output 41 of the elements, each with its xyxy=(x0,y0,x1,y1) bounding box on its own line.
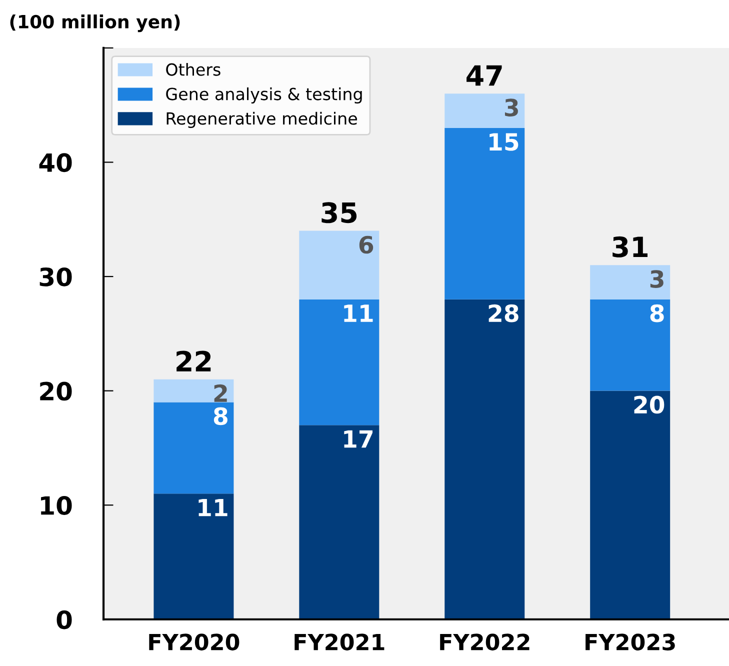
bar xyxy=(590,390,670,620)
data-label: 17 xyxy=(344,430,372,448)
bar xyxy=(299,230,380,300)
data-label: 20 xyxy=(634,396,664,414)
legend-label: Regenerative medicine xyxy=(166,112,357,128)
y-tick-label: 40 xyxy=(39,153,72,172)
x-tick-label: FY2020 xyxy=(149,634,240,650)
bar xyxy=(444,94,525,128)
total-label: 31 xyxy=(612,236,648,258)
y-axis-title: (100 million yen) xyxy=(10,14,180,32)
total-label: 35 xyxy=(322,202,357,224)
bar xyxy=(590,265,670,300)
data-label: 6 xyxy=(359,236,374,254)
x-tick-label: FY2021 xyxy=(294,634,384,650)
legend-label: Gene analysis & testing xyxy=(166,87,362,104)
y-tick-label: 0 xyxy=(56,610,72,630)
data-label: 28 xyxy=(488,304,518,322)
y-tick-label: 30 xyxy=(40,267,72,286)
y-tick-label: 10 xyxy=(40,496,72,515)
legend-label: Others xyxy=(166,62,220,76)
bar xyxy=(444,128,525,300)
total-label: 47 xyxy=(466,65,502,86)
bar xyxy=(590,299,670,391)
data-label: 11 xyxy=(344,304,373,322)
bar xyxy=(154,402,234,494)
bar xyxy=(444,299,525,620)
x-tick-label: FY2023 xyxy=(586,634,675,650)
data-label: 8 xyxy=(214,407,228,426)
bar xyxy=(299,299,380,426)
bar xyxy=(154,494,234,620)
data-label: 15 xyxy=(490,133,518,151)
data-label: 11 xyxy=(198,498,228,516)
total-label: 22 xyxy=(176,350,211,372)
y-tick-label: 20 xyxy=(40,382,72,401)
x-tick-label: FY2022 xyxy=(440,634,530,650)
data-label: 3 xyxy=(504,98,518,117)
bar xyxy=(299,425,380,620)
data-label: 8 xyxy=(650,304,664,322)
data-label: 2 xyxy=(214,384,227,402)
data-label: 3 xyxy=(650,270,664,288)
bar xyxy=(154,379,234,402)
